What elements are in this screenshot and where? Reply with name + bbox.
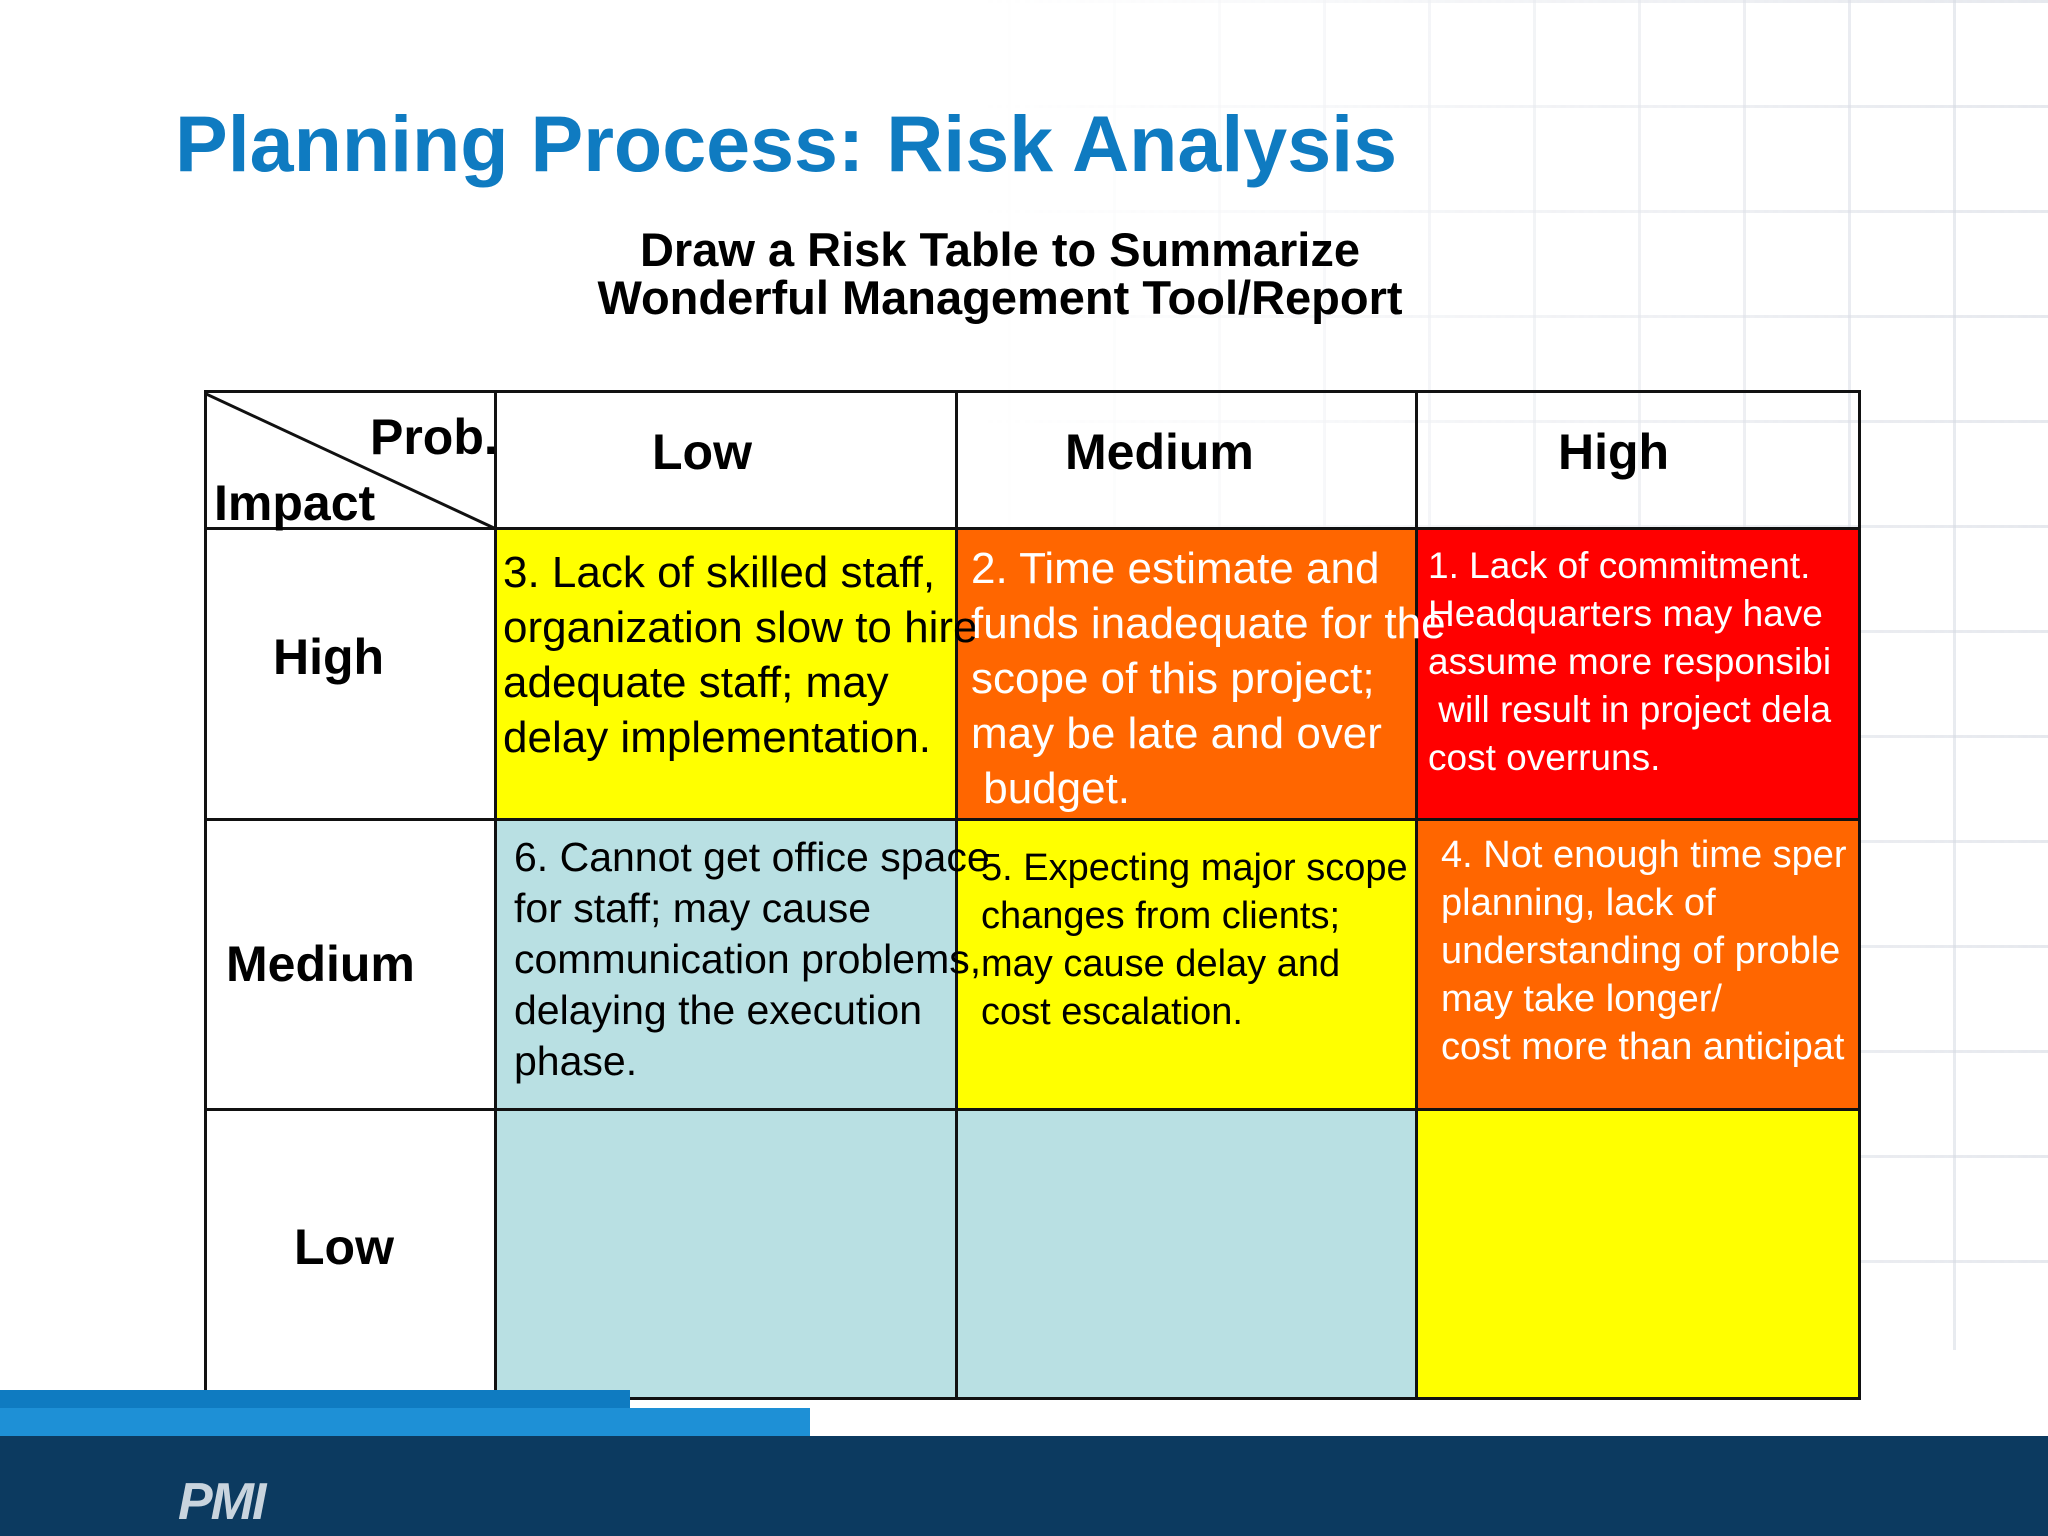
table-row-divider: [204, 527, 1860, 530]
table-col-divider: [1415, 390, 1418, 1400]
column-header-high: High: [1558, 424, 1670, 480]
corner-diagonal-line: [204, 391, 495, 530]
cell-low-impact-medium-prob: [956, 1109, 1416, 1398]
table-border-bottom: [204, 1397, 1860, 1400]
cell-high-impact-low-prob: [495, 529, 956, 819]
table-border-top: [204, 390, 1860, 393]
risk-3-text: 3. Lack of skilled staff, organization s…: [503, 548, 978, 762]
row-label-medium: Medium: [226, 936, 415, 992]
cell-high-impact-medium-prob: [956, 529, 1416, 819]
row-label-high: High: [273, 629, 385, 685]
slide-subtitle-line-1: Draw a Risk Table to Summarize: [639, 223, 1361, 276]
table-row-divider: [204, 818, 1860, 821]
footer-bar: [0, 1436, 2048, 1536]
pmi-logo: PMI: [178, 1473, 266, 1531]
cell-medium-impact-high-prob: [1416, 819, 1860, 1109]
footer-stripe-blue: [0, 1390, 630, 1408]
slide-subtitle-line-2: Wonderful Management Tool/Report: [597, 271, 1403, 324]
table-border-left: [204, 390, 207, 1400]
risk-5-text: 5. Expecting major scope changes from cl…: [981, 847, 1408, 1033]
risk-2-text: 2. Time estimate and funds inadequate fo…: [971, 544, 1446, 813]
footer-stripe-light: [0, 1408, 810, 1438]
cell-medium-impact-low-prob: [495, 819, 956, 1109]
slide-title: Planning Process: Risk Analysis: [175, 99, 1398, 188]
risk-6-text: 6. Cannot get office space for staff; ma…: [514, 834, 990, 1084]
table-col-divider: [955, 390, 958, 1400]
cell-medium-impact-medium-prob: [956, 819, 1416, 1109]
corner-prob-label: Prob.: [370, 409, 498, 465]
table-col-divider: [494, 390, 497, 1400]
cell-low-impact-high-prob: [1416, 1109, 1860, 1398]
column-header-medium: Medium: [1065, 424, 1254, 480]
table-row-divider: [204, 1108, 1860, 1111]
corner-impact-label: Impact: [214, 475, 376, 531]
cell-high-impact-high-prob: [1416, 529, 1860, 819]
table-border-right: [1858, 390, 1861, 1400]
cell-low-impact-low-prob: [495, 1109, 956, 1398]
column-header-low: Low: [652, 424, 752, 480]
risk-1-text: 1. Lack of commitment. Headquarters may …: [1428, 545, 1832, 778]
row-label-low: Low: [294, 1219, 394, 1275]
risk-4-text: 4. Not enough time sper planning, lack o…: [1441, 834, 1847, 1068]
